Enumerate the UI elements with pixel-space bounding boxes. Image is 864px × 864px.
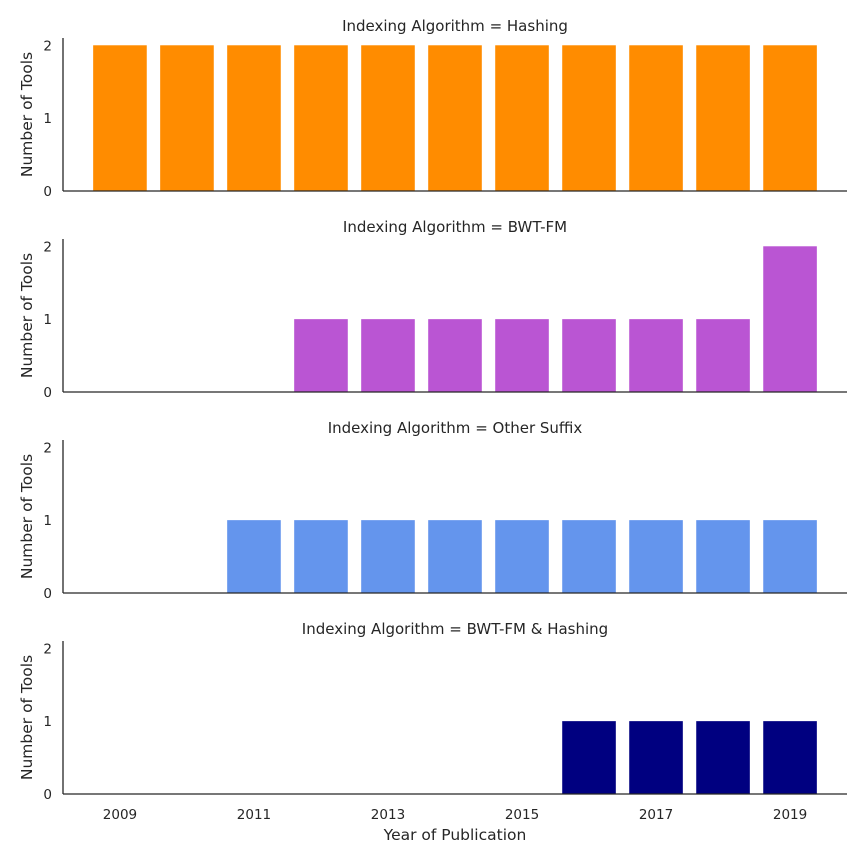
y-tick-label: 1 — [43, 312, 52, 328]
bar — [361, 45, 415, 192]
y-tick-label: 0 — [43, 385, 52, 401]
bar — [361, 319, 415, 392]
y-tick-label: 2 — [43, 239, 52, 255]
y-axis-label: Number of Tools — [18, 52, 36, 177]
bar — [160, 45, 214, 192]
y-tick-label: 1 — [43, 111, 52, 127]
x-tick-label: 2011 — [237, 807, 271, 823]
y-tick-label: 2 — [43, 38, 52, 54]
bar — [629, 45, 683, 192]
bar — [428, 520, 482, 593]
bar — [294, 45, 348, 192]
bar — [696, 520, 750, 593]
bar — [696, 319, 750, 392]
bar — [763, 246, 817, 392]
bar — [629, 721, 683, 794]
bar — [562, 520, 616, 593]
panel-title: Indexing Algorithm = BWT-FM & Hashing — [302, 620, 608, 638]
bar — [227, 45, 281, 192]
y-tick-label: 0 — [43, 787, 52, 803]
y-axis-label: Number of Tools — [18, 655, 36, 780]
bar — [763, 721, 817, 794]
bar — [495, 45, 549, 192]
bar — [361, 520, 415, 593]
bar — [428, 45, 482, 192]
y-tick-label: 2 — [43, 440, 52, 456]
y-axis-label: Number of Tools — [18, 454, 36, 579]
x-tick-label: 2013 — [371, 807, 405, 823]
bar — [763, 520, 817, 593]
bar — [227, 520, 281, 593]
bar — [495, 520, 549, 593]
bar — [696, 721, 750, 794]
bar — [428, 319, 482, 392]
y-tick-label: 1 — [43, 513, 52, 529]
x-axis-label: Year of Publication — [383, 826, 527, 844]
y-tick-label: 2 — [43, 641, 52, 657]
bar — [93, 45, 147, 192]
bar — [696, 45, 750, 192]
bar — [629, 520, 683, 593]
bar — [495, 319, 549, 392]
x-tick-label: 2019 — [773, 807, 807, 823]
y-tick-label: 1 — [43, 714, 52, 730]
bar — [294, 520, 348, 593]
y-tick-label: 0 — [43, 586, 52, 602]
panel-title: Indexing Algorithm = Other Suffix — [328, 419, 583, 437]
x-tick-label: 2017 — [639, 807, 673, 823]
bar — [763, 45, 817, 192]
bar — [562, 45, 616, 192]
bar — [562, 721, 616, 794]
bar — [629, 319, 683, 392]
panel-title: Indexing Algorithm = Hashing — [342, 17, 568, 35]
bar — [294, 319, 348, 392]
panel-title: Indexing Algorithm = BWT-FM — [343, 218, 567, 236]
x-tick-label: 2009 — [103, 807, 137, 823]
x-tick-label: 2015 — [505, 807, 539, 823]
y-axis-label: Number of Tools — [18, 253, 36, 378]
bar — [562, 319, 616, 392]
y-tick-label: 0 — [43, 184, 52, 200]
